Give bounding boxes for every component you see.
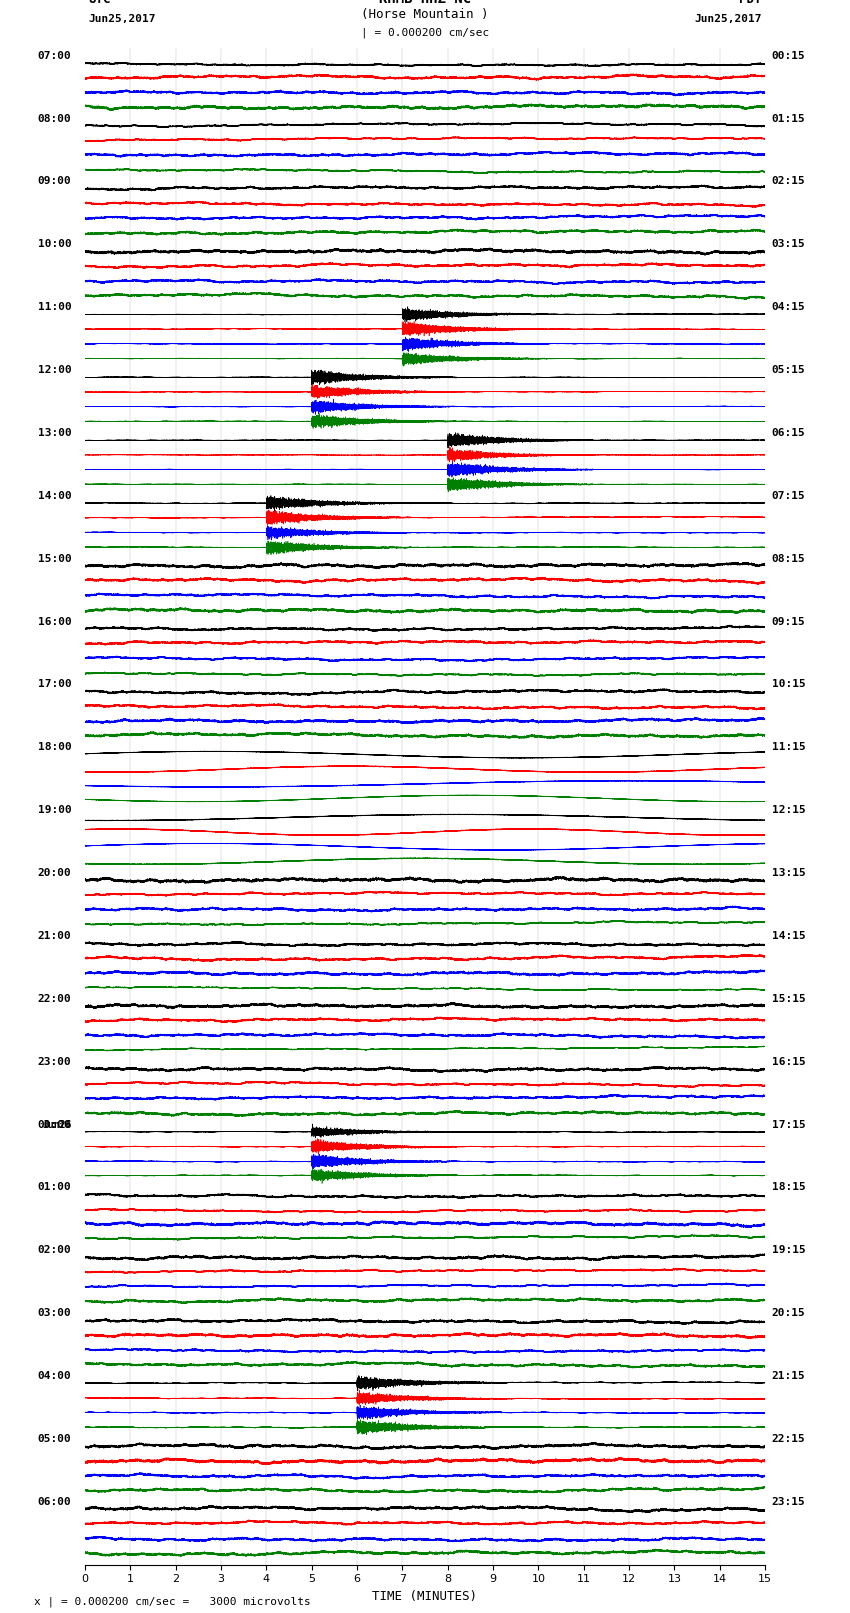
Text: 20:00: 20:00 — [37, 868, 71, 877]
Text: 00:15: 00:15 — [772, 50, 806, 61]
Text: KHMB HHZ NC: KHMB HHZ NC — [379, 0, 471, 6]
Text: 16:15: 16:15 — [772, 1057, 806, 1066]
Text: 08:00: 08:00 — [37, 113, 71, 124]
Text: 14:15: 14:15 — [772, 931, 806, 940]
Text: 21:15: 21:15 — [772, 1371, 806, 1381]
Text: UTC: UTC — [88, 0, 110, 6]
Text: (Horse Mountain ): (Horse Mountain ) — [361, 8, 489, 21]
Text: 06:15: 06:15 — [772, 427, 806, 437]
Text: 13:15: 13:15 — [772, 868, 806, 877]
Text: 17:15: 17:15 — [772, 1119, 806, 1129]
Text: x | = 0.000200 cm/sec =   3000 microvolts: x | = 0.000200 cm/sec = 3000 microvolts — [34, 1595, 311, 1607]
Text: 04:15: 04:15 — [772, 302, 806, 313]
Text: 07:00: 07:00 — [37, 50, 71, 61]
Text: 21:00: 21:00 — [37, 931, 71, 940]
Text: 23:00: 23:00 — [37, 1057, 71, 1066]
Text: 19:15: 19:15 — [772, 1245, 806, 1255]
Text: 02:00: 02:00 — [37, 1245, 71, 1255]
Text: PDT: PDT — [740, 0, 762, 6]
Text: | = 0.000200 cm/sec: | = 0.000200 cm/sec — [361, 27, 489, 37]
Text: 15:00: 15:00 — [37, 553, 71, 563]
Text: Jun25,2017: Jun25,2017 — [694, 15, 762, 24]
Text: 04:00: 04:00 — [37, 1371, 71, 1381]
Text: 05:15: 05:15 — [772, 365, 806, 376]
Text: 03:15: 03:15 — [772, 239, 806, 250]
Text: 00:00: 00:00 — [37, 1119, 71, 1129]
Text: 20:15: 20:15 — [772, 1308, 806, 1318]
Text: 18:00: 18:00 — [37, 742, 71, 752]
Text: 17:00: 17:00 — [37, 679, 71, 689]
Text: 08:15: 08:15 — [772, 553, 806, 563]
Text: 22:15: 22:15 — [772, 1434, 806, 1444]
Text: 10:15: 10:15 — [772, 679, 806, 689]
Text: 18:15: 18:15 — [772, 1182, 806, 1192]
Text: 23:15: 23:15 — [772, 1497, 806, 1507]
Text: 22:00: 22:00 — [37, 994, 71, 1003]
Text: 09:15: 09:15 — [772, 616, 806, 626]
Text: 01:00: 01:00 — [37, 1182, 71, 1192]
Text: 11:00: 11:00 — [37, 302, 71, 313]
Text: 12:15: 12:15 — [772, 805, 806, 815]
Text: 07:15: 07:15 — [772, 490, 806, 500]
Text: 06:00: 06:00 — [37, 1497, 71, 1507]
Text: 11:15: 11:15 — [772, 742, 806, 752]
Text: 05:00: 05:00 — [37, 1434, 71, 1444]
Text: 03:00: 03:00 — [37, 1308, 71, 1318]
Text: Jun26: Jun26 — [42, 1119, 71, 1129]
Text: 09:00: 09:00 — [37, 176, 71, 187]
X-axis label: TIME (MINUTES): TIME (MINUTES) — [372, 1590, 478, 1603]
Text: 13:00: 13:00 — [37, 427, 71, 437]
Text: 19:00: 19:00 — [37, 805, 71, 815]
Text: Jun25,2017: Jun25,2017 — [88, 15, 156, 24]
Text: 10:00: 10:00 — [37, 239, 71, 250]
Text: 02:15: 02:15 — [772, 176, 806, 187]
Text: 12:00: 12:00 — [37, 365, 71, 376]
Text: 01:15: 01:15 — [772, 113, 806, 124]
Text: 15:15: 15:15 — [772, 994, 806, 1003]
Text: 16:00: 16:00 — [37, 616, 71, 626]
Text: 14:00: 14:00 — [37, 490, 71, 500]
